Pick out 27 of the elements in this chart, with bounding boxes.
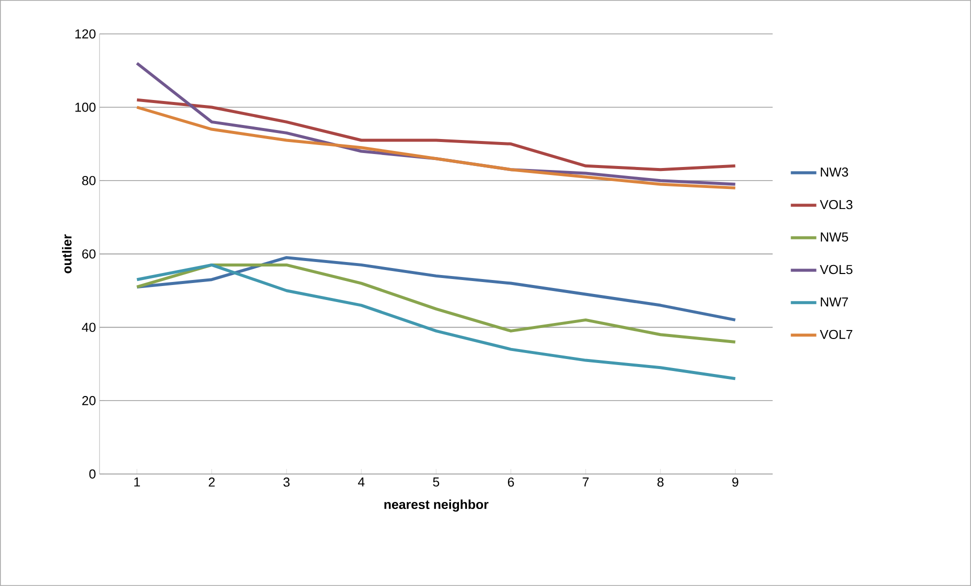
y-tick-label: 80 (82, 176, 96, 186)
legend-label: NW5 (820, 232, 848, 242)
legend-label: VOL7 (820, 330, 852, 340)
legend-label: NW7 (820, 298, 848, 306)
x-tick-label: 8 (657, 478, 664, 487)
legend-label: VOL5 (820, 264, 852, 274)
x-tick-label: 5 (433, 478, 440, 487)
y-tick-label: 20 (82, 396, 96, 406)
x-tick-label: 4 (358, 478, 365, 486)
line-series (135, 264, 737, 344)
x-tick-label: 3 (283, 478, 290, 487)
x-axis-title: nearest neighbor (384, 500, 488, 512)
line-series (135, 98, 737, 172)
x-tick-label: 6 (508, 478, 514, 487)
y-tick-label: 40 (82, 322, 96, 332)
line-series (135, 264, 737, 380)
legend-label: VOL3 (820, 200, 852, 210)
y-tick-label: 120 (75, 29, 96, 39)
x-tick-label: 7 (582, 478, 589, 486)
y-tick-label: 60 (82, 249, 96, 259)
legend-label: NW3 (820, 168, 848, 177)
x-tick-label: 2 (208, 478, 215, 487)
y-axis-title: outlier (62, 234, 72, 274)
y-tick-label: 0 (89, 469, 96, 479)
y-tick-label: 100 (75, 102, 96, 112)
x-tick-label: 9 (732, 478, 738, 487)
x-tick-label: 1 (134, 478, 140, 486)
